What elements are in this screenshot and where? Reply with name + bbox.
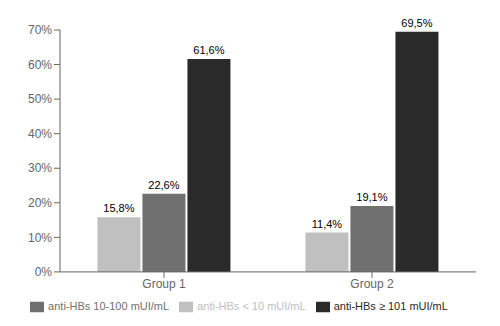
svg-text:22,6%: 22,6% bbox=[148, 179, 179, 191]
html-text:anti-HBs ≥ 101 mUI/mL: anti-HBs ≥ 101 mUI/mL bbox=[333, 299, 448, 312]
svg-text:Group 1: Group 1 bbox=[142, 277, 186, 291]
svg-text:61,6%: 61,6% bbox=[193, 44, 224, 56]
svg-text:60%: 60% bbox=[28, 58, 52, 72]
html-text:anti-HBs 10-100 mUI/mL: anti-HBs 10-100 mUI/mL bbox=[48, 299, 170, 312]
svg-text:10%: 10% bbox=[28, 231, 52, 245]
svg-text:70%: 70% bbox=[28, 23, 52, 37]
svg-text:0%: 0% bbox=[35, 265, 53, 279]
svg-text:40%: 40% bbox=[28, 127, 52, 141]
html-text:anti-HBs < 10 mUI/mL: anti-HBs < 10 mUI/mL bbox=[197, 299, 306, 312]
svg-text:11,4%: 11,4% bbox=[312, 218, 343, 230]
svg-text:15,8%: 15,8% bbox=[103, 202, 134, 214]
svg-text:20%: 20% bbox=[28, 196, 52, 210]
svg-text:69,5%: 69,5% bbox=[401, 17, 432, 29]
svg-text:19,1%: 19,1% bbox=[356, 191, 387, 203]
svg-text:30%: 30% bbox=[28, 161, 52, 175]
svg-text:50%: 50% bbox=[28, 92, 52, 106]
svg-text:Group 2: Group 2 bbox=[350, 277, 394, 291]
